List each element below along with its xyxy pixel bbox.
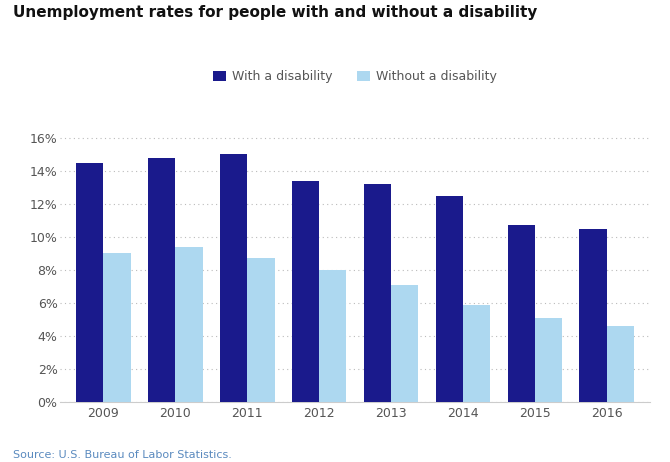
Legend: With a disability, Without a disability: With a disability, Without a disability xyxy=(213,70,497,83)
Text: Unemployment rates for people with and without a disability: Unemployment rates for people with and w… xyxy=(13,5,538,19)
Bar xyxy=(103,254,131,402)
Bar xyxy=(391,285,418,402)
Bar xyxy=(580,229,607,402)
Text: Source: U.S. Bureau of Labor Statistics.: Source: U.S. Bureau of Labor Statistics. xyxy=(13,450,232,460)
Bar xyxy=(508,225,535,402)
Bar xyxy=(176,247,202,402)
Bar xyxy=(463,304,490,402)
Bar xyxy=(292,181,319,402)
Bar xyxy=(607,326,634,402)
Bar xyxy=(436,196,463,402)
Bar xyxy=(364,184,391,402)
Bar xyxy=(148,158,176,402)
Bar xyxy=(535,318,562,402)
Bar xyxy=(319,270,346,402)
Bar xyxy=(220,154,247,402)
Bar xyxy=(247,258,275,402)
Bar xyxy=(76,163,103,402)
